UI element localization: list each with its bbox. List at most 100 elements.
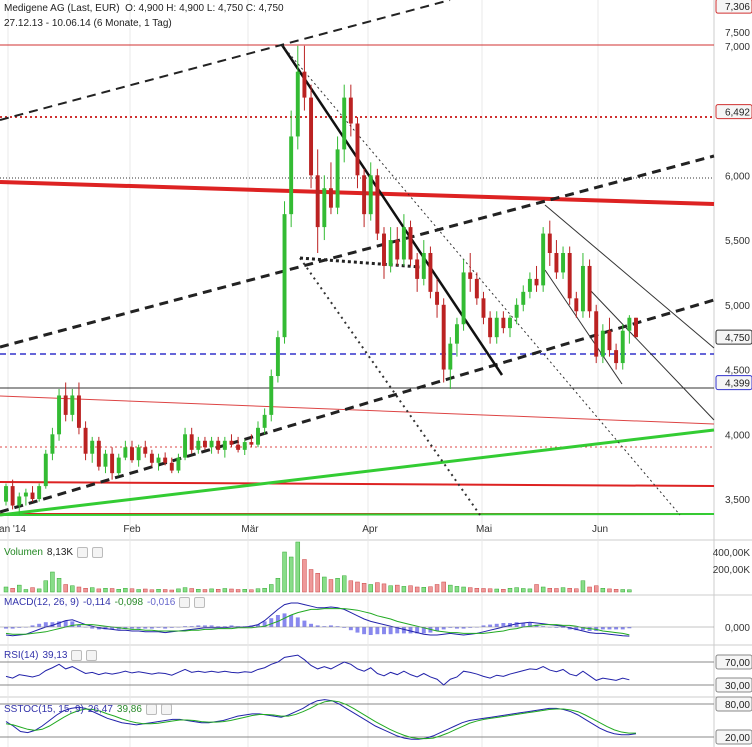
volume-bar	[162, 589, 168, 593]
macd-histogram-bar	[17, 627, 22, 628]
candle-body	[415, 259, 420, 279]
candle-body	[209, 440, 214, 448]
candle-body	[176, 457, 181, 471]
candle-body	[4, 486, 8, 502]
volume-bar	[481, 588, 486, 593]
candle-body	[17, 496, 22, 506]
x-tick-label: Jan '14	[0, 524, 26, 535]
volume-bar	[547, 588, 553, 593]
volume-bar	[521, 588, 526, 593]
candle-body	[222, 440, 227, 450]
candle-body	[30, 492, 35, 500]
volume-bar	[580, 580, 586, 593]
candle-body	[634, 317, 638, 338]
rsi-series	[0, 654, 714, 686]
volume-bar	[70, 585, 75, 593]
drawing-lines	[0, 0, 715, 517]
sstoc-tick-label: 80,00	[725, 700, 750, 711]
macd-histogram-bar	[295, 617, 300, 627]
settings-icon[interactable]	[145, 703, 157, 715]
sstoc-d-line	[5, 700, 636, 740]
sstoc-tag-box	[715, 729, 752, 745]
candle-body	[70, 395, 75, 415]
candle-body	[481, 298, 486, 318]
volume-bar	[461, 586, 466, 593]
macd-histogram-bar	[302, 620, 307, 627]
volume-bar	[235, 589, 241, 593]
macd-histogram-bar	[574, 627, 579, 631]
close-icon[interactable]	[86, 649, 98, 661]
volume-bar	[448, 584, 453, 593]
macd-histogram-bar	[256, 624, 260, 627]
candle-body	[76, 395, 81, 428]
rsi-tick-label: 30,00	[725, 681, 750, 692]
candle-body	[136, 447, 141, 461]
candle-body	[521, 291, 526, 305]
close-icon[interactable]	[194, 596, 206, 608]
macd-histogram-bar	[30, 625, 35, 627]
rsi-tick-label: 70,00	[725, 658, 750, 669]
macd-histogram-bar	[169, 627, 174, 628]
settings-icon[interactable]	[77, 546, 89, 558]
candle-body	[96, 440, 101, 467]
macd-histogram-bar	[222, 626, 227, 627]
macd-histogram-bar	[10, 627, 15, 629]
volume-bar	[169, 589, 175, 593]
macd-histogram-bar	[130, 627, 134, 629]
macd-histogram-bar	[488, 624, 493, 627]
volume-bar	[255, 588, 261, 593]
macd-histogram-bar	[348, 627, 353, 631]
candle-body	[282, 214, 287, 338]
macd-signal-line	[5, 608, 630, 636]
candle-body	[183, 434, 188, 458]
volume-bar	[83, 588, 88, 593]
sstoc-d-value: 39,86	[116, 703, 142, 715]
candle-body	[156, 457, 161, 463]
macd-histogram-bar	[209, 625, 214, 627]
macd-histogram-bar	[43, 622, 48, 627]
candle-body	[189, 434, 194, 450]
candle-body	[547, 233, 552, 253]
x-tick-label: Mai	[476, 524, 492, 535]
volume-bar	[560, 587, 566, 593]
chart-title: Medigene AG (Last, EUR)	[4, 3, 120, 14]
price-tag-label: 6,492	[725, 108, 750, 119]
date-range: 27.12.13 - 10.06.14 (6 Monate, 1 Tag)	[4, 18, 172, 29]
volume-bar	[428, 586, 433, 593]
volume-bar	[554, 588, 559, 593]
volume-bar	[269, 584, 274, 593]
price-tag-box	[715, 375, 752, 391]
macd-histogram-bar	[123, 627, 128, 629]
settings-icon[interactable]	[179, 596, 191, 608]
candle-body	[130, 447, 134, 461]
macd-histogram-bar	[441, 627, 446, 630]
close-icon[interactable]	[92, 546, 104, 558]
candle-body	[600, 330, 605, 357]
settings-icon[interactable]	[71, 649, 83, 661]
volume-bar	[454, 586, 460, 593]
volume-bar	[501, 589, 506, 593]
candle-body	[315, 175, 320, 228]
macd-histogram-bar	[521, 623, 526, 627]
rsi-value: 39,13	[42, 649, 68, 661]
candle-body	[594, 311, 599, 357]
macd-histogram-bar	[282, 613, 287, 627]
volume-bar	[288, 556, 294, 593]
macd-histogram-bar	[4, 627, 8, 629]
macd-histogram-bar	[57, 621, 62, 627]
volume-bar	[348, 580, 354, 593]
candle-body	[421, 253, 426, 279]
candle-body	[269, 376, 274, 415]
candle-body	[401, 227, 406, 260]
macd-histogram-bar	[315, 625, 320, 627]
candle-body	[355, 123, 360, 176]
macd-histogram-bar	[415, 627, 420, 634]
macd-histogram-bar	[309, 623, 314, 627]
volume-bar	[414, 586, 420, 593]
close-icon[interactable]	[160, 703, 172, 715]
candle-body	[302, 71, 307, 98]
candle-body	[428, 253, 433, 292]
candle-body	[103, 453, 108, 467]
volume-bar	[335, 578, 340, 593]
volume-bar	[328, 579, 334, 593]
